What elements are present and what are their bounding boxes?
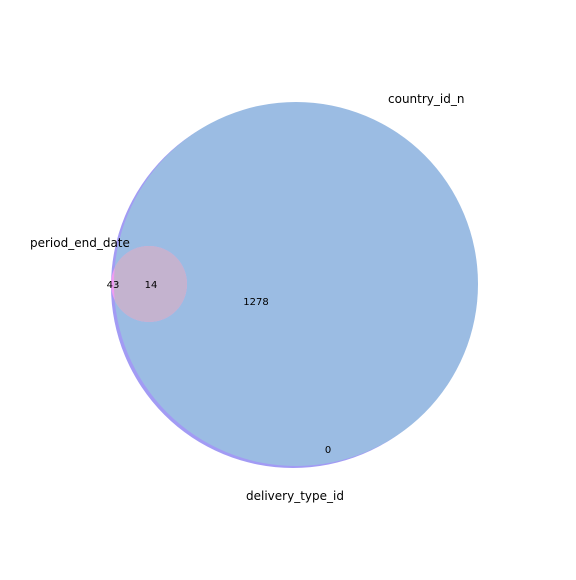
set-label-delivery: delivery_type_id <box>246 489 344 503</box>
period-overlap-region <box>114 246 187 322</box>
region-count-period-only: 43 <box>107 280 120 291</box>
set-label-period: period_end_date <box>30 236 130 250</box>
set-label-country: country_id_n <box>388 92 464 106</box>
country-id-circle <box>114 102 478 466</box>
region-count-delivery-only: 0 <box>325 445 331 456</box>
region-count-all-three: 14 <box>145 280 158 291</box>
region-count-country-delivery: 1278 <box>243 297 268 308</box>
